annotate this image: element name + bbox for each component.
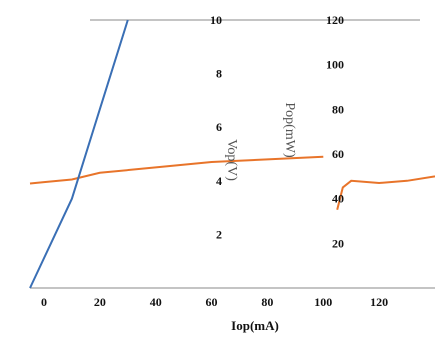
x-tick-label: 100 [314,295,332,309]
left-tick-label: 8 [216,67,222,81]
chart-frame [30,19,435,289]
x-tick-label: 120 [370,295,388,309]
left-tick-label: 6 [216,120,222,134]
right-tick-label: 60 [332,147,344,161]
right-axis-label: Pop(mW) [282,102,297,158]
left-axis-label: Vop(V) [224,139,239,181]
left-tick-label: 10 [210,13,222,27]
series-line-0 [29,155,324,185]
x-tick-label: 20 [94,295,106,309]
left-tick-label: 4 [216,174,222,188]
right-tick-label: 80 [332,102,344,116]
series-layer [29,19,435,289]
x-tick-label: 0 [41,295,47,309]
x-tick-label: 40 [150,295,162,309]
series-line-2 [29,19,129,289]
right-tick-label: 120 [326,13,344,27]
x-tick-labels: 0 20 40 60 80 100 120 [41,295,388,309]
right-tick-labels: 20 40 60 80 100 120 [326,13,344,250]
left-tick-labels: 2 4 6 8 10 [210,13,222,241]
x-tick-label: 80 [261,295,273,309]
series-line-1 [336,175,435,211]
right-tick-label: 20 [332,236,344,250]
left-tick-label: 2 [216,227,222,241]
right-tick-label: 100 [326,58,344,72]
x-tick-label: 60 [206,295,218,309]
right-tick-label: 40 [332,192,344,206]
x-axis-label: Iop(mA) [231,318,279,333]
